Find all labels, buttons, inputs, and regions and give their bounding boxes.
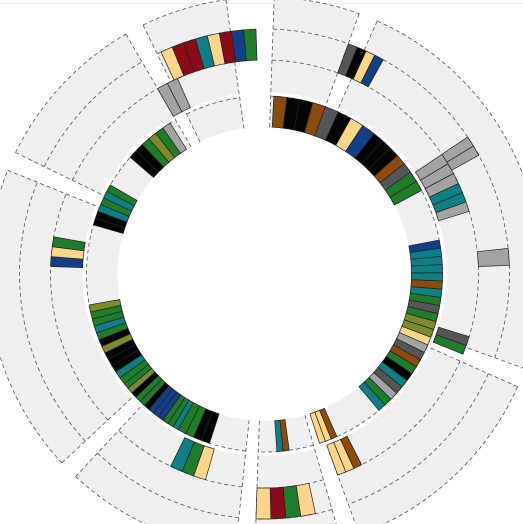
feature-block-cream xyxy=(326,441,347,476)
ideogram-track-4-background xyxy=(255,509,337,524)
feature-block-green xyxy=(106,184,138,207)
feature-block-teal xyxy=(170,437,195,472)
feature-block-green xyxy=(432,334,467,355)
dashed-ring-3 xyxy=(348,373,489,505)
feature-block-gray xyxy=(166,78,191,113)
dashed-ring-3 xyxy=(19,182,86,442)
dashed-ring-2 xyxy=(50,193,109,421)
dashed-ring-2 xyxy=(118,430,243,488)
ideogram-track-4-background xyxy=(0,170,86,463)
feature-block-teal xyxy=(410,264,443,274)
ideogram-track-2-background xyxy=(72,88,174,195)
ideogram-boundary-line xyxy=(269,0,275,128)
feature-block-olive xyxy=(88,299,122,313)
ideogram-track-4-background xyxy=(273,0,360,44)
feature-block-gray xyxy=(162,122,188,154)
ideogram-track-2-background xyxy=(170,62,240,111)
feature-block-teal xyxy=(274,419,284,452)
ideogram-track-4-background xyxy=(15,34,143,167)
dashed-ring-2 xyxy=(351,78,479,348)
dashed-ring-4 xyxy=(382,386,518,524)
ideogram-track-4-background xyxy=(364,20,523,369)
ideogram-track-4-background xyxy=(143,0,231,54)
ideogram-track-2-background xyxy=(326,348,460,476)
ideogram-boundary-line xyxy=(225,0,245,129)
feature-block-green xyxy=(51,236,86,252)
ideogram-boundary-line xyxy=(237,420,250,524)
top-divider xyxy=(0,3,523,4)
feature-block-cream xyxy=(255,487,272,520)
dashed-ring-2 xyxy=(271,59,338,74)
dashed-ring-4 xyxy=(142,0,227,26)
ideogram-track-3-background xyxy=(271,29,349,73)
feature-block-navy xyxy=(360,54,384,88)
dashed-ring-3 xyxy=(273,28,349,45)
ideogram-track-1-background xyxy=(186,97,245,142)
dashed-ring-3 xyxy=(43,61,143,167)
dashed-ring-1 xyxy=(258,444,314,453)
dashed-ring-3 xyxy=(363,49,510,358)
ideogram-boundary-line xyxy=(255,420,260,524)
ideogram-track-3-background xyxy=(19,182,108,442)
feature-block-green xyxy=(389,180,423,206)
ideogram-track-2-background xyxy=(270,60,338,103)
ideogram-track-3-background xyxy=(337,361,489,505)
ideogram-track-3-background xyxy=(44,61,158,181)
feature-block-cream xyxy=(309,411,326,444)
ideogram-track-4-background xyxy=(75,453,239,524)
dashed-ring-1 xyxy=(186,97,240,115)
feature-block-green xyxy=(243,28,258,62)
feature-block-gray xyxy=(476,248,510,267)
feature-block-teal xyxy=(358,381,386,411)
dashed-ring-3 xyxy=(97,452,239,519)
ideogram-track-3-background xyxy=(97,430,243,518)
ideogram-track-2-background xyxy=(257,448,324,489)
feature-block-gray xyxy=(435,201,470,222)
feature-block-gray xyxy=(446,145,480,171)
dashed-ring-4 xyxy=(0,170,63,464)
ideogram-boundary-line xyxy=(304,415,337,524)
ideogram-track-4-background xyxy=(348,373,518,524)
feature-block-maroon xyxy=(269,486,287,520)
dashed-ring-4 xyxy=(301,0,360,15)
dashed-ring-2 xyxy=(71,88,158,181)
